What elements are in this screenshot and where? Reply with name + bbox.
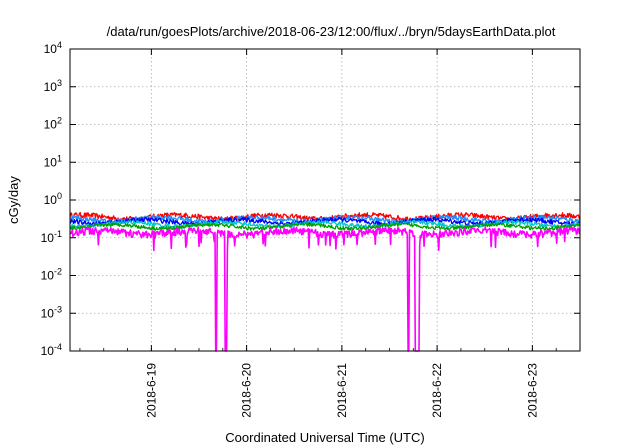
y-axis-title: cGy/day [6, 176, 21, 224]
x-tick-label: 2018-6-23 [525, 363, 539, 418]
series-line [69, 222, 581, 231]
x-tick-label: 2018-6-21 [335, 363, 349, 418]
y-tick-label: 101 [44, 153, 62, 169]
y-tick-labels: 10-4 10-3 10-2 10-1 100 101 102 103 104 [41, 40, 62, 358]
y-tick-label: 10-3 [41, 304, 62, 320]
chart-title: /data/run/goesPlots/archive/2018-06-23/1… [107, 24, 556, 39]
grid-lines [70, 49, 580, 351]
y-tick-label: 10-4 [41, 342, 62, 358]
y-tick-label: 10-1 [41, 229, 62, 245]
y-tick-label: 104 [44, 40, 62, 56]
y-tick-label: 103 [44, 78, 62, 94]
series-layer [69, 211, 581, 352]
y-tick-label: 10-2 [41, 267, 62, 283]
x-tick-label: 2018-6-19 [144, 363, 158, 418]
series-line [69, 226, 581, 352]
x-tick-label: 2018-6-20 [240, 363, 254, 418]
x-tick-label: 2018-6-22 [430, 363, 444, 418]
x-axis-title: Coordinated Universal Time (UTC) [225, 430, 424, 445]
y-tick-label: 100 [44, 191, 62, 207]
y-tick-label: 102 [44, 116, 62, 132]
axis-ticks [70, 48, 581, 352]
x-tick-labels: 2018-6-19 2018-6-20 2018-6-21 2018-6-22 2018… [144, 363, 539, 418]
